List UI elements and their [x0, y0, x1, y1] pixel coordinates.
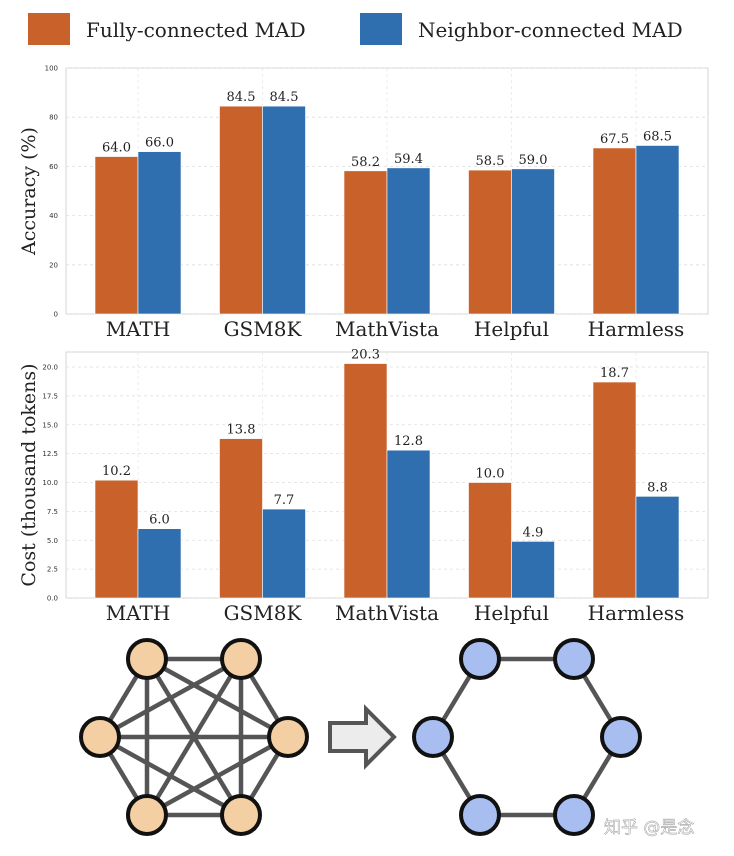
bar-fully	[219, 438, 263, 599]
arrow-icon	[328, 704, 397, 770]
data-label: 66.0	[145, 136, 174, 151]
data-label: 18.7	[600, 366, 629, 381]
bar-fully	[592, 381, 637, 599]
y-tick-label: 10.0	[42, 479, 58, 487]
y-tick-label: 0.0	[47, 595, 58, 603]
data-label: 13.8	[227, 423, 256, 438]
bar-fully	[94, 156, 139, 315]
edge-left	[98, 657, 243, 739]
x-tick-label: GSM8K	[224, 317, 303, 341]
x-tick-label: Helpful	[474, 601, 549, 625]
bar-fully	[468, 482, 512, 599]
data-label: 6.0	[149, 513, 170, 528]
y-tick-label: 12.5	[42, 450, 58, 458]
y-tick-label: 20	[49, 261, 58, 269]
bar-neighbor	[386, 167, 431, 315]
y-tick-label: 100	[45, 65, 58, 73]
y-tick-label: 5.0	[47, 537, 58, 545]
y-tick-label: 7.5	[47, 508, 58, 516]
topology-diagram	[79, 638, 642, 836]
bar-fully	[219, 105, 263, 315]
y-tick-label: 15.0	[42, 421, 58, 429]
node-right	[412, 716, 454, 758]
data-label: 59.0	[519, 153, 548, 168]
data-label: 84.5	[227, 90, 256, 105]
node-right	[459, 794, 501, 836]
data-label: 12.8	[394, 434, 423, 449]
bar-fully	[468, 169, 512, 315]
y-tick-label: 40	[49, 212, 58, 220]
x-tick-label: MATH	[106, 601, 171, 625]
node-right	[459, 638, 501, 680]
y-tick-label: 17.5	[42, 392, 58, 400]
y-tick-label: 0	[54, 311, 58, 319]
node-left	[79, 716, 121, 758]
x-tick-label: Harmless	[588, 317, 685, 341]
accuracy-chart: 0 20 40 60 80 100 64.0 84.5 58.2 58.5 67.5 66.0 84.5…	[18, 65, 709, 341]
bar-fully	[94, 479, 139, 599]
bar-neighbor	[262, 508, 306, 599]
watermark: 知乎 @是念	[604, 817, 695, 838]
node-right	[600, 716, 642, 758]
legend: Fully-connected MAD Neighbor-connected M…	[28, 13, 683, 45]
bar-neighbor	[635, 145, 680, 315]
x-tick-label: MathVista	[335, 317, 439, 341]
legend-swatch-fully	[28, 13, 70, 45]
bar-neighbor	[262, 105, 306, 315]
bar-fully	[592, 147, 637, 315]
y-tick-label: 20.0	[42, 364, 58, 372]
edge-left	[98, 735, 243, 817]
node-left	[126, 638, 168, 680]
bar-neighbor	[511, 168, 555, 315]
bar-neighbor	[635, 496, 680, 599]
data-label: 84.5	[270, 90, 299, 105]
watermark-text: 知乎 @是念	[604, 817, 694, 838]
bar-neighbor	[386, 449, 431, 599]
bar-neighbor	[511, 541, 555, 599]
data-label: 7.7	[274, 493, 295, 508]
data-label: 10.0	[476, 467, 505, 482]
bar-fully	[343, 363, 388, 599]
edge-left	[145, 735, 290, 817]
x-tick-label: Helpful	[474, 317, 549, 341]
data-label: 8.8	[647, 480, 668, 495]
node-right	[553, 638, 595, 680]
legend-label-neighbor: Neighbor-connected MAD	[418, 18, 683, 42]
x-tick-label: GSM8K	[224, 601, 303, 625]
x-tick-label: MATH	[106, 317, 171, 341]
y-tick-label: 2.5	[47, 566, 58, 574]
node-left	[220, 794, 262, 836]
bar-fully	[343, 170, 388, 315]
y-tick-label: 60	[49, 163, 58, 171]
x-tick-label: Harmless	[588, 601, 685, 625]
data-label: 58.5	[476, 154, 505, 169]
data-label: 68.5	[643, 129, 672, 144]
cost-chart: 0.0 2.5 5.0 7.5 10.0 12.5 15.0 17.5 20.0 10.2 13.8…	[18, 348, 709, 625]
data-label: 4.9	[523, 525, 544, 540]
bar-neighbor	[137, 151, 182, 315]
node-right	[553, 794, 595, 836]
data-label: 20.3	[351, 348, 380, 363]
data-label: 64.0	[102, 141, 131, 156]
node-left	[220, 638, 262, 680]
node-left	[126, 794, 168, 836]
data-label: 59.4	[394, 152, 423, 167]
data-label: 10.2	[102, 464, 131, 479]
legend-label-fully: Fully-connected MAD	[86, 18, 306, 42]
y-axis-label: Accuracy (%)	[18, 127, 40, 256]
legend-swatch-neighbor	[360, 13, 402, 45]
bar-neighbor	[137, 528, 182, 599]
node-left	[267, 716, 309, 758]
data-label: 67.5	[600, 132, 629, 147]
data-label: 58.2	[351, 155, 380, 170]
y-axis-label: Cost (thousand tokens)	[18, 363, 40, 586]
x-tick-label: MathVista	[335, 601, 439, 625]
y-tick-label: 80	[49, 114, 58, 122]
